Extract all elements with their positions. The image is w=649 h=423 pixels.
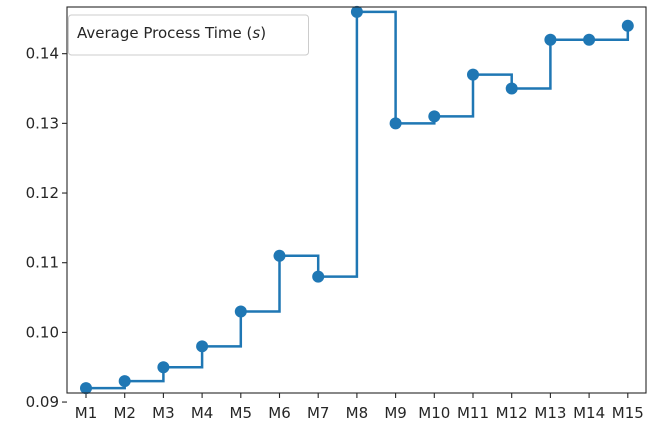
series-markers <box>80 5 634 395</box>
data-point <box>389 117 402 130</box>
x-axis: M1 M2 M3 M4 M5 M6 M7 M8 M9 M10 M11 M12 M13 M14 M15 <box>75 393 644 422</box>
legend-label-prefix: Average Process Time ( <box>77 24 252 42</box>
x-tick-label: M8 <box>346 404 369 422</box>
x-tick-label: M11 <box>457 404 489 422</box>
data-point <box>80 382 92 395</box>
data-point <box>505 82 518 95</box>
x-tick-label: M13 <box>534 404 566 422</box>
data-point <box>621 19 634 32</box>
data-point <box>234 305 247 318</box>
x-tick-label: M4 <box>191 404 214 422</box>
data-point <box>583 33 596 46</box>
x-tick-label: M5 <box>230 404 253 422</box>
x-tick-label: M7 <box>307 404 330 422</box>
x-tick-label: M1 <box>75 404 98 422</box>
data-point <box>118 375 131 388</box>
y-tick-label: 0.14 <box>26 45 59 63</box>
legend-box <box>68 14 309 56</box>
x-tick-label: M6 <box>268 404 291 422</box>
x-tick-label: M10 <box>418 404 450 422</box>
data-point <box>312 270 325 283</box>
y-tick-label: 0.11 <box>26 254 59 272</box>
data-point <box>350 5 363 18</box>
x-tick-label: M14 <box>573 404 605 422</box>
data-point <box>273 249 286 262</box>
legend-label-suffix: ) <box>260 24 266 42</box>
data-point <box>428 110 441 123</box>
data-point <box>157 361 170 374</box>
x-tick-label: M15 <box>612 404 644 422</box>
x-tick-label: M9 <box>384 404 407 422</box>
x-tick-label: M2 <box>113 404 136 422</box>
y-tick-label: 0.12 <box>26 184 59 202</box>
data-point <box>467 68 479 81</box>
legend: Average Process Time (s) <box>68 14 309 56</box>
data-point <box>196 340 209 353</box>
x-tick-label: M12 <box>496 404 528 422</box>
data-point <box>544 33 557 46</box>
series-step-line <box>86 10 630 390</box>
legend-label: Average Process Time (s) <box>77 24 266 42</box>
plot-frame <box>66 6 647 394</box>
y-tick-label: 0.10 <box>26 323 59 341</box>
x-tick-label: M3 <box>152 404 175 422</box>
y-tick-label: 0.13 <box>26 114 59 132</box>
legend-label-var: s <box>252 24 260 42</box>
y-axis: 0.09 0.10 0.11 0.12 0.13 0.14 <box>26 45 67 411</box>
y-tick-label: 0.09 <box>26 393 59 411</box>
